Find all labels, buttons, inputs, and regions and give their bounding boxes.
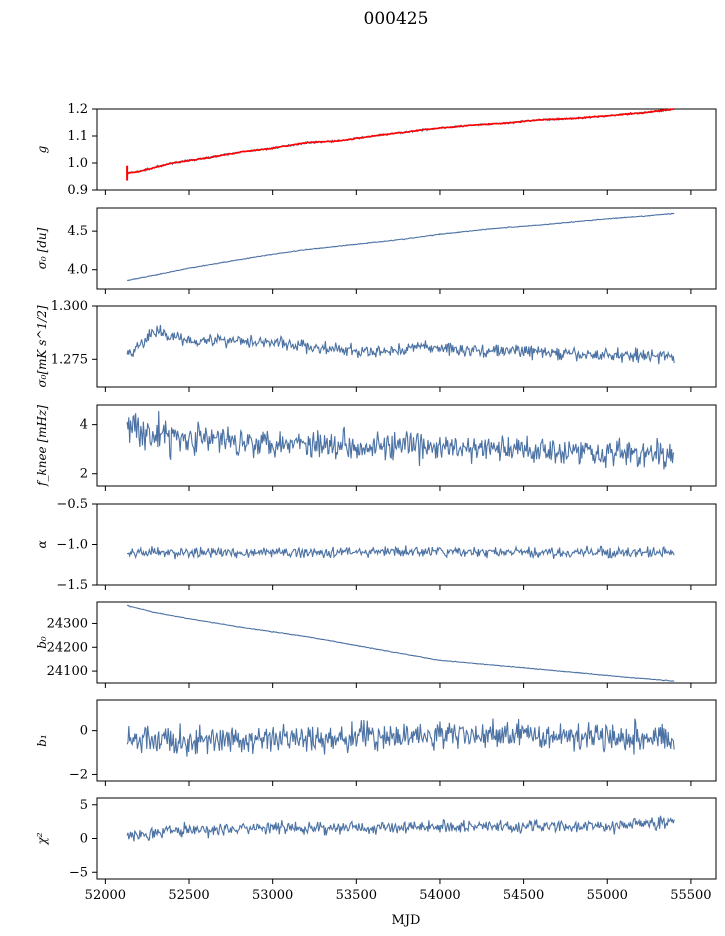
x-tick-label: 55000 bbox=[587, 888, 628, 903]
y-tick-label-fknee: 2 bbox=[80, 467, 88, 482]
y-tick-label-b0: 24300 bbox=[47, 616, 88, 631]
panel-sigma0-du: 4.0 4.5 σ₀ [du] bbox=[35, 207, 717, 294]
panel-g: 0.9 1.0 1.1 1.2 g bbox=[35, 102, 717, 198]
series-line-sigma0-mk bbox=[126, 325, 675, 365]
panel-fknee: 2 4 f_knee [mHz] bbox=[35, 404, 717, 491]
y-tick-label-sigma0-mk: 1.300 bbox=[51, 299, 88, 314]
panel-chi2: −5 0 5 52000 52500 53000 53500 54000 54500 55000 5… bbox=[35, 797, 717, 903]
y-tick-label-sigma0-mk: 1.275 bbox=[51, 352, 88, 367]
x-tick-label: 53000 bbox=[252, 888, 293, 903]
y-axis-label-chi2: χ² bbox=[35, 832, 49, 845]
series-line-fknee bbox=[126, 411, 675, 470]
figure-title: 000425 bbox=[364, 9, 429, 29]
x-tick-label: 55500 bbox=[670, 888, 711, 903]
y-axis-label-fknee: f_knee [mHz] bbox=[35, 405, 49, 487]
y-axis-label-sigma0-mk: σ₀[mK s^1/2] bbox=[35, 305, 49, 387]
y-tick-label-b0: 24100 bbox=[47, 664, 88, 679]
y-tick-label-b1: 0 bbox=[80, 724, 88, 739]
series-line-b1 bbox=[126, 718, 675, 757]
y-tick-label-fknee: 4 bbox=[80, 418, 88, 433]
y-tick-label-chi2: −5 bbox=[69, 865, 88, 880]
axes-frame-sigma0-mk bbox=[96, 305, 717, 388]
y-axis-label-alpha: α bbox=[35, 540, 49, 548]
y-axis-label-b1: b₁ bbox=[35, 734, 49, 747]
axes-frame-chi2 bbox=[96, 797, 717, 880]
y-tick-label-b0: 24200 bbox=[47, 640, 88, 655]
axes-frame-fknee bbox=[96, 404, 717, 487]
y-axis-label-b0: b₀ bbox=[35, 636, 49, 649]
x-tick-label: 52000 bbox=[85, 888, 126, 903]
y-tick-label-sigma0-du: 4.5 bbox=[67, 224, 88, 239]
series-line-g-red bbox=[126, 108, 675, 175]
y-tick-label-alpha: −0.5 bbox=[56, 497, 88, 512]
x-tick-label: 54000 bbox=[419, 888, 460, 903]
y-tick-label-g: 0.9 bbox=[67, 183, 88, 198]
series-line-b0 bbox=[127, 604, 675, 682]
axes-frame-alpha bbox=[96, 503, 717, 586]
y-tick-label-g: 1.2 bbox=[67, 102, 88, 117]
axes-frame-g bbox=[96, 108, 717, 191]
y-tick-label-chi2: 0 bbox=[80, 832, 88, 847]
series-line-chi2 bbox=[126, 815, 675, 842]
x-tick-label: 54500 bbox=[503, 888, 544, 903]
y-axis-label-sigma0-du: σ₀ [du] bbox=[35, 227, 49, 269]
axes-frame-sigma0-du bbox=[96, 207, 717, 290]
series-line-alpha bbox=[126, 545, 675, 560]
y-tick-label-alpha: −1.5 bbox=[56, 578, 88, 593]
y-tick-label-g: 1.0 bbox=[67, 156, 88, 171]
y-tick-label-b1: −2 bbox=[69, 767, 88, 782]
panel-alpha: −1.5 −1.0 −0.5 α bbox=[35, 497, 717, 593]
y-tick-label-g: 1.1 bbox=[67, 129, 88, 144]
y-axis-label-g: g bbox=[35, 145, 49, 153]
x-tick-label: 53500 bbox=[336, 888, 377, 903]
series-line-sigma0-du bbox=[127, 212, 675, 282]
panel-b1: −2 0 b₁ bbox=[35, 699, 717, 786]
y-tick-label-sigma0-du: 4.0 bbox=[67, 263, 88, 278]
panels: 0.9 1.0 1.1 1.2 g 4.0 4.5 σ₀ [du] 1.275 1.300σ₀[m… bbox=[35, 102, 717, 903]
panel-b0: 24100 24200 24300 b₀ bbox=[35, 601, 717, 688]
y-tick-label-alpha: −1.0 bbox=[56, 538, 88, 553]
y-tick-label-chi2: 5 bbox=[80, 798, 88, 813]
axes-frame-b0 bbox=[96, 601, 717, 684]
x-axis-label: MJD bbox=[392, 913, 421, 928]
x-tick-label: 52500 bbox=[168, 888, 209, 903]
